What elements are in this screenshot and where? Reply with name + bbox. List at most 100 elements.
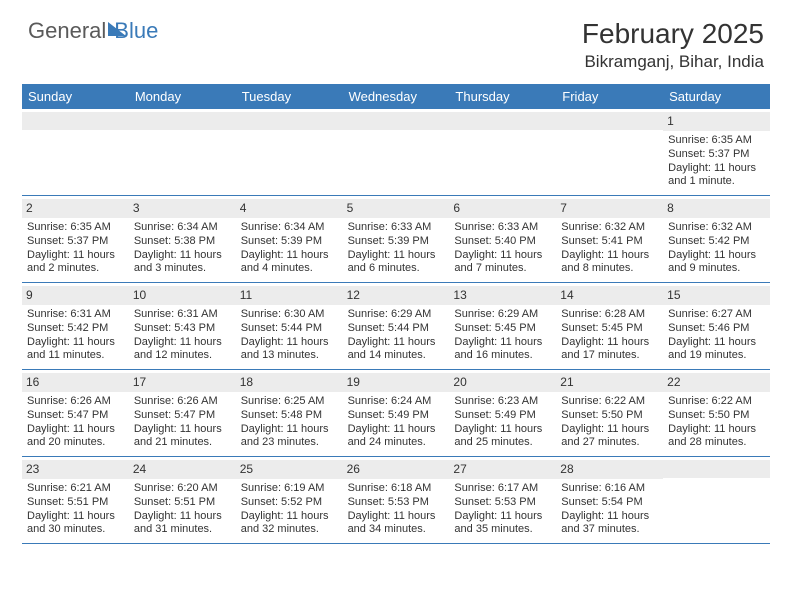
day-header: Wednesday	[343, 84, 450, 109]
day-number: 11	[236, 286, 343, 305]
month-title: February 2025	[582, 18, 764, 50]
day-number: 16	[22, 373, 129, 392]
sunrise-text: Sunrise: 6:35 AM	[27, 221, 124, 235]
day-number: 23	[22, 460, 129, 479]
daylight-text: Daylight: 11 hours and 32 minutes.	[241, 510, 338, 538]
sunset-text: Sunset: 5:51 PM	[134, 496, 231, 510]
daylight-text: Daylight: 11 hours and 35 minutes.	[454, 510, 551, 538]
sunrise-text: Sunrise: 6:32 AM	[668, 221, 765, 235]
sunset-text: Sunset: 5:50 PM	[561, 409, 658, 423]
day-number	[129, 112, 236, 130]
week-row: 23 Sunrise: 6:21 AM Sunset: 5:51 PM Dayligh…	[22, 456, 770, 543]
day-cell	[449, 109, 556, 195]
day-number	[236, 112, 343, 130]
day-cell: 8Sunrise: 6:32 AMSunset: 5:42 PMDaylight…	[663, 196, 770, 282]
day-number: 3	[129, 199, 236, 218]
day-number: 6	[449, 199, 556, 218]
sunset-text: Sunset: 5:50 PM	[668, 409, 765, 423]
sunrise-text: Sunrise: 6:19 AM	[241, 482, 338, 496]
daylight-text: Daylight: 11 hours and 28 minutes.	[668, 423, 765, 451]
day-cell: 14Sunrise: 6:28 AMSunset: 5:45 PMDayligh…	[556, 283, 663, 369]
sunset-text: Sunset: 5:39 PM	[348, 235, 445, 249]
header: General Blue February 2025 Bikramganj, B…	[0, 0, 792, 80]
sunset-text: Sunset: 5:42 PM	[27, 322, 124, 336]
day-header: Monday	[129, 84, 236, 109]
daylight-text: Daylight: 11 hours and 2 minutes.	[27, 249, 124, 277]
sunrise-text: Sunrise: 6:34 AM	[134, 221, 231, 235]
sunset-text: Sunset: 5:47 PM	[27, 409, 124, 423]
sunset-text: Sunset: 5:48 PM	[241, 409, 338, 423]
day-number: 7	[556, 199, 663, 218]
day-cell: 28Sunrise: 6:16 AMSunset: 5:54 PMDayligh…	[556, 457, 663, 543]
sunset-text: Sunset: 5:45 PM	[454, 322, 551, 336]
day-number: 1	[663, 112, 770, 131]
day-number: 28	[556, 460, 663, 479]
day-cell: 11Sunrise: 6:30 AMSunset: 5:44 PMDayligh…	[236, 283, 343, 369]
day-cell: 24Sunrise: 6:20 AMSunset: 5:51 PMDayligh…	[129, 457, 236, 543]
daylight-text: Daylight: 11 hours and 17 minutes.	[561, 336, 658, 364]
sunrise-text: Sunrise: 6:34 AM	[241, 221, 338, 235]
sunrise-text: Sunrise: 6:30 AM	[241, 308, 338, 322]
day-cell: 9Sunrise: 6:31 AMSunset: 5:42 PMDaylight…	[22, 283, 129, 369]
sunrise-text: Sunrise: 6:28 AM	[561, 308, 658, 322]
day-cell: 23Sunrise: 6:21 AMSunset: 5:51 PMDayligh…	[22, 457, 129, 543]
daylight-text: Daylight: 11 hours and 8 minutes.	[561, 249, 658, 277]
sunset-text: Sunset: 5:45 PM	[561, 322, 658, 336]
day-cell: 6Sunrise: 6:33 AMSunset: 5:40 PMDaylight…	[449, 196, 556, 282]
day-number	[343, 112, 450, 130]
sunrise-text: Sunrise: 6:25 AM	[241, 395, 338, 409]
day-cell: 5Sunrise: 6:33 AMSunset: 5:39 PMDaylight…	[343, 196, 450, 282]
sunset-text: Sunset: 5:44 PM	[348, 322, 445, 336]
logo-text-general: General	[28, 18, 106, 44]
sunrise-text: Sunrise: 6:26 AM	[134, 395, 231, 409]
day-header: Friday	[556, 84, 663, 109]
day-number	[22, 112, 129, 130]
day-cell: 10Sunrise: 6:31 AMSunset: 5:43 PMDayligh…	[129, 283, 236, 369]
day-cell: 7Sunrise: 6:32 AMSunset: 5:41 PMDaylight…	[556, 196, 663, 282]
sunset-text: Sunset: 5:53 PM	[454, 496, 551, 510]
day-number: 9	[22, 286, 129, 305]
day-number: 25	[236, 460, 343, 479]
weeks-container: 1Sunrise: 6:35 AMSunset: 5:37 PMDaylight…	[22, 109, 770, 543]
day-cell: 15Sunrise: 6:27 AMSunset: 5:46 PMDayligh…	[663, 283, 770, 369]
daylight-text: Daylight: 11 hours and 23 minutes.	[241, 423, 338, 451]
sunrise-text: Sunrise: 6:33 AM	[348, 221, 445, 235]
sunrise-text: Sunrise: 6:18 AM	[348, 482, 445, 496]
day-cell	[343, 109, 450, 195]
day-number: 8	[663, 199, 770, 218]
daylight-text: Daylight: 11 hours and 16 minutes.	[454, 336, 551, 364]
day-number: 22	[663, 373, 770, 392]
day-cell	[22, 109, 129, 195]
sunset-text: Sunset: 5:49 PM	[348, 409, 445, 423]
day-number: 10	[129, 286, 236, 305]
sunrise-text: Sunrise: 6:29 AM	[454, 308, 551, 322]
daylight-text: Daylight: 11 hours and 6 minutes.	[348, 249, 445, 277]
day-number: 18	[236, 373, 343, 392]
sunset-text: Sunset: 5:37 PM	[27, 235, 124, 249]
sunrise-text: Sunrise: 6:32 AM	[561, 221, 658, 235]
daylight-text: Daylight: 11 hours and 21 minutes.	[134, 423, 231, 451]
day-cell: 17Sunrise: 6:26 AMSunset: 5:47 PMDayligh…	[129, 370, 236, 456]
daylight-text: Daylight: 11 hours and 30 minutes.	[27, 510, 124, 538]
day-cell	[663, 457, 770, 543]
sunset-text: Sunset: 5:37 PM	[668, 148, 765, 162]
day-header: Sunday	[22, 84, 129, 109]
daylight-text: Daylight: 11 hours and 12 minutes.	[134, 336, 231, 364]
daylight-text: Daylight: 11 hours and 20 minutes.	[27, 423, 124, 451]
day-number	[556, 112, 663, 130]
day-cell: 4Sunrise: 6:34 AMSunset: 5:39 PMDaylight…	[236, 196, 343, 282]
sunset-text: Sunset: 5:42 PM	[668, 235, 765, 249]
sunrise-text: Sunrise: 6:21 AM	[27, 482, 124, 496]
day-number: 19	[343, 373, 450, 392]
day-header: Thursday	[449, 84, 556, 109]
daylight-text: Daylight: 11 hours and 25 minutes.	[454, 423, 551, 451]
day-number	[449, 112, 556, 130]
day-cell: 18 Sunrise: 6:25 AMSunset: 5:48 PMDayligh…	[236, 370, 343, 456]
sunrise-text: Sunrise: 6:17 AM	[454, 482, 551, 496]
day-number: 17	[129, 373, 236, 392]
day-number: 21	[556, 373, 663, 392]
daylight-text: Daylight: 11 hours and 24 minutes.	[348, 423, 445, 451]
sunset-text: Sunset: 5:53 PM	[348, 496, 445, 510]
daylight-text: Daylight: 11 hours and 11 minutes.	[27, 336, 124, 364]
day-cell	[556, 109, 663, 195]
